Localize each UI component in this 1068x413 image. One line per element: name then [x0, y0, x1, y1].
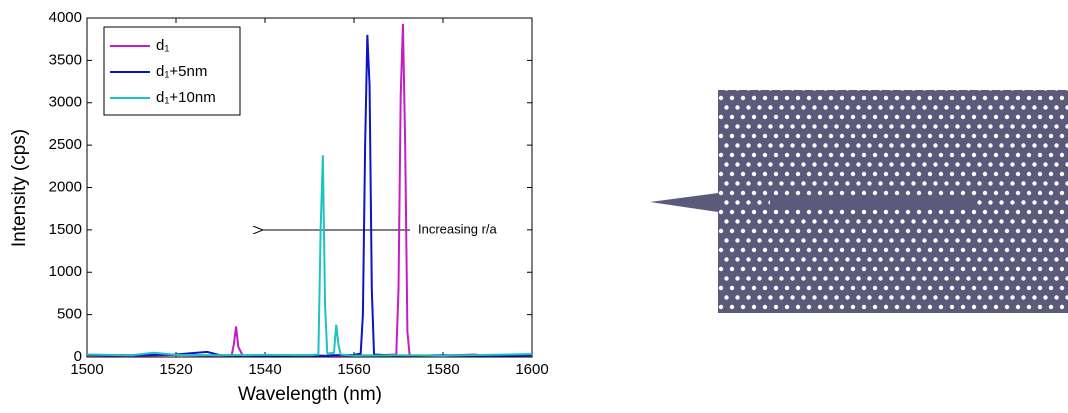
annotation: Increasing r/a	[418, 221, 498, 236]
y-tick-label: 500	[57, 306, 82, 323]
x-tick-label: 1580	[426, 361, 459, 378]
legend-label: d₁+10nm	[156, 89, 216, 106]
y-tick-label: 3000	[49, 94, 82, 111]
x-tick-label: 1600	[515, 361, 548, 378]
x-tick-label: 1500	[70, 361, 103, 378]
y-tick-label: 2500	[49, 136, 82, 153]
legend-label: d₁+5nm	[156, 63, 207, 80]
x-tick-label: 1520	[159, 361, 192, 378]
x-tick-label: 1560	[337, 361, 370, 378]
x-tick-label: 1540	[248, 361, 281, 378]
y-tick-label: 1500	[49, 221, 82, 238]
y-tick-label: 1000	[49, 263, 82, 280]
waveguide-diagram	[650, 90, 1068, 313]
y-tick-label: 4000	[49, 9, 82, 26]
legend-label: d₁	[156, 37, 169, 54]
y-axis-label: Intensity (cps)	[9, 129, 30, 247]
x-axis-label: Wavelength (nm)	[238, 384, 382, 405]
y-tick-label: 3500	[49, 51, 82, 68]
y-tick-label: 0	[74, 348, 82, 365]
y-tick-label: 2000	[49, 178, 82, 195]
series-line	[86, 155, 533, 357]
